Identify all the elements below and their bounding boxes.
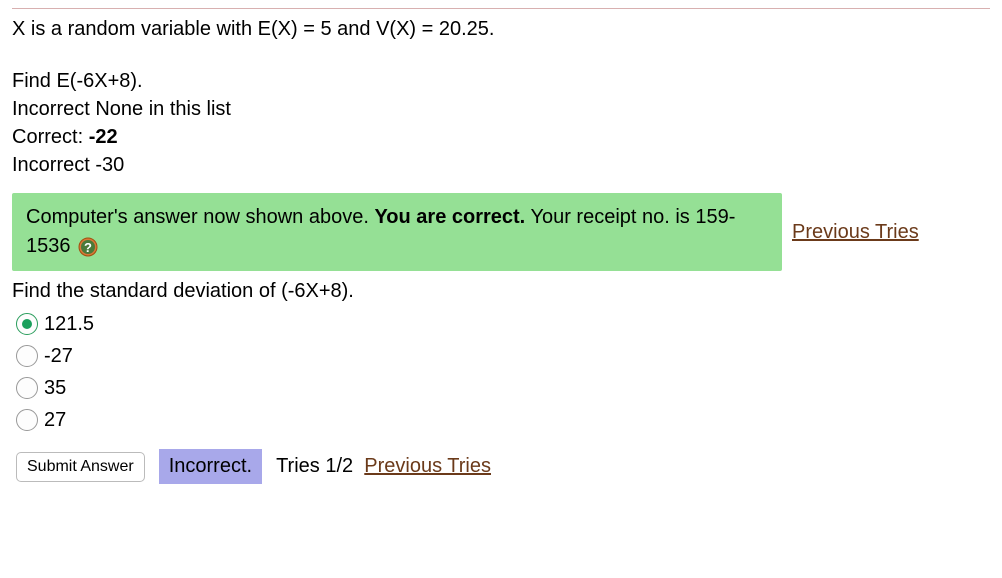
feedback-row: Computer's answer now shown above. You a… [12,193,990,271]
status-badge: Incorrect. [159,449,262,484]
q1-option-incorrect-1: Incorrect None in this list [12,95,990,123]
submit-row: Submit Answer Incorrect. Tries 1/2 Previ… [12,449,990,484]
previous-tries-link-2[interactable]: Previous Tries [364,455,491,477]
q1-line2-prefix: Correct: [12,126,89,148]
q1-option-incorrect-2: Incorrect -30 [12,151,990,179]
q1-line3-prefix: Incorrect [12,154,95,176]
radio-icon[interactable] [16,313,38,335]
q2-option-2[interactable]: 35 [12,373,990,403]
q1-option-correct: Correct: -22 [12,123,990,151]
q2-option-label-2: 35 [44,373,66,403]
q1-line2-value: -22 [89,126,118,148]
feedback-text-1: Computer's answer now shown above. [26,206,374,228]
radio-icon[interactable] [16,409,38,431]
q2-option-3[interactable]: 27 [12,405,990,435]
q1-line1-prefix: Incorrect [12,98,95,120]
radio-icon[interactable] [16,345,38,367]
q2-prompt: Find the standard deviation of (-6X+8). [12,277,990,305]
q2-option-label-3: 27 [44,405,66,435]
feedback-box: Computer's answer now shown above. You a… [12,193,782,271]
q1-line3-value: -30 [95,154,124,176]
q2-option-1[interactable]: -27 [12,341,990,371]
tries-prefix: Tries [276,455,325,477]
q1-prompt: Find E(-6X+8). [12,67,990,95]
previous-tries-link-1[interactable]: Previous Tries [792,221,919,244]
q2-option-label-0: 121.5 [44,309,94,339]
q2-option-0[interactable]: 121.5 [12,309,990,339]
submit-answer-button[interactable]: Submit Answer [16,452,145,482]
q1-line1-value: None in this list [95,98,231,120]
feedback-text-2: You are correct. [374,206,525,228]
help-icon[interactable]: ? [78,237,98,257]
svg-text:?: ? [84,240,92,255]
tries-text: Tries 1/2 Previous Tries [276,455,491,478]
question-1-block: Find E(-6X+8). Incorrect None in this li… [12,67,990,179]
radio-icon[interactable] [16,377,38,399]
question-2-block: Find the standard deviation of (-6X+8). … [12,277,990,435]
tries-value: 1/2 [325,455,353,477]
problem-statement: X is a random variable with E(X) = 5 and… [12,15,990,43]
q2-option-label-1: -27 [44,341,73,371]
